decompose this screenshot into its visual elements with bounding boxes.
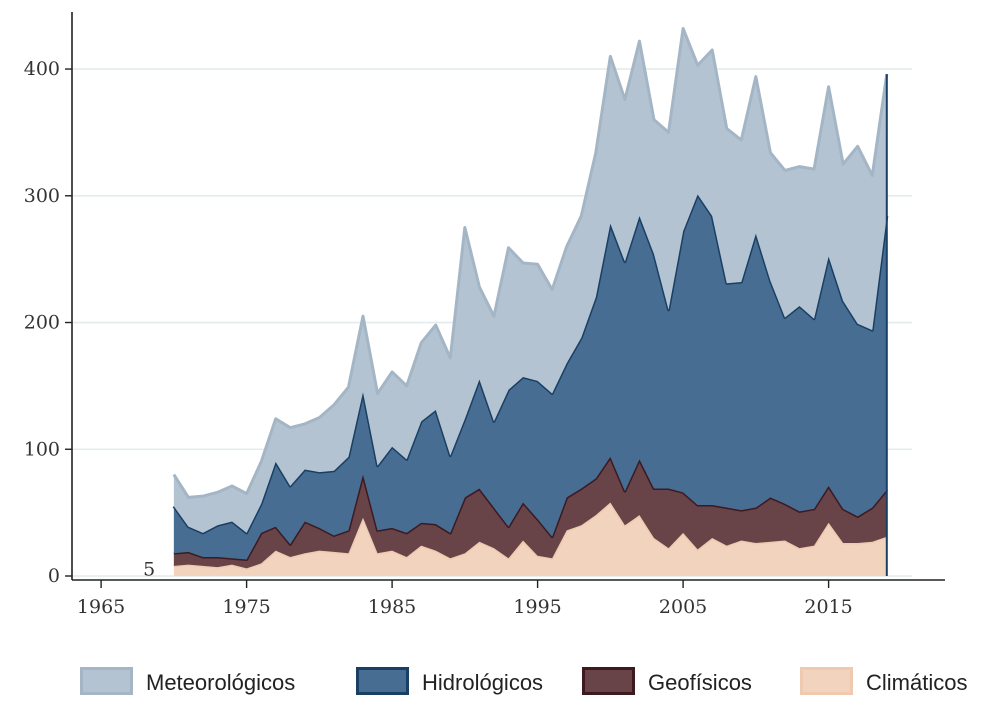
- legend-label-geofisicos: Geofísicos: [648, 670, 752, 695]
- stray-label: 5: [143, 559, 155, 581]
- legend: Meteorológicos Hidrológicos Geofísicos Clim…: [80, 667, 967, 695]
- y-tick-label-100: 100: [24, 438, 60, 460]
- x-tick-label-1995: 1995: [513, 596, 561, 618]
- area-hidrologicos: [173, 194, 887, 560]
- x-tick-label-2015: 2015: [804, 596, 852, 618]
- y-tick-label-0: 0: [48, 565, 60, 587]
- area-climaticos: [173, 502, 887, 576]
- y-tick-label-300: 300: [24, 185, 60, 207]
- axes: 0 100 200 300 400 1965 1975 1985 1995 2005 2015: [24, 12, 945, 618]
- y-tick-label-200: 200: [24, 312, 60, 334]
- legend-swatch-climaticos: [800, 667, 853, 695]
- legend-label-meteorologicos: Meteorológicos: [146, 670, 295, 695]
- x-tick-label-1975: 1975: [222, 596, 270, 618]
- legend-swatch-hidrologicos: [356, 667, 409, 695]
- line-meteorologicos: [172, 26, 889, 499]
- x-tick-label-1965: 1965: [77, 596, 125, 618]
- legend-swatch-geofisicos: [582, 667, 635, 695]
- x-tick-label-2005: 2005: [659, 596, 707, 618]
- legend-swatch-meteorologicos: [80, 667, 133, 695]
- y-tick-label-400: 400: [24, 58, 60, 80]
- area-meteorologicos: [173, 28, 887, 533]
- legend-label-hidrologicos: Hidrológicos: [422, 670, 543, 695]
- x-tick-label-1985: 1985: [368, 596, 416, 618]
- legend-label-climaticos: Climáticos: [866, 670, 967, 695]
- area-series-group: [172, 26, 889, 576]
